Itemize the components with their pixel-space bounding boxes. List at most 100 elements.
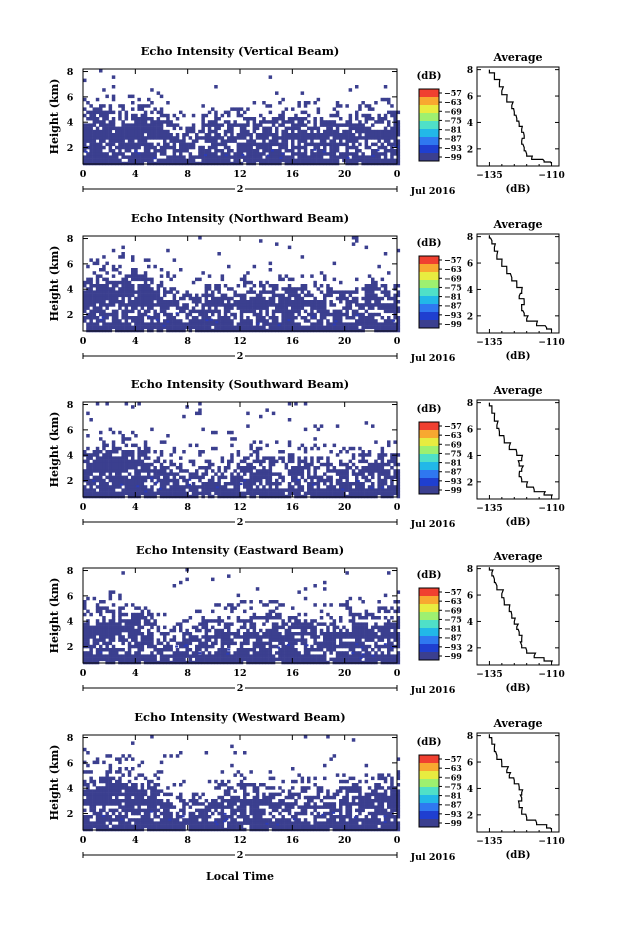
echo-cell (150, 651, 154, 655)
colorbar-tick-label: −81 (444, 125, 462, 135)
echo-cell (182, 145, 186, 150)
echo-cell (147, 129, 151, 134)
echo-cell (380, 296, 385, 301)
echo-cell (291, 606, 295, 610)
echo-cell (249, 322, 253, 326)
echo-cell (108, 657, 113, 662)
echo-cell (179, 466, 183, 470)
echo-cell (281, 325, 285, 330)
echo-cell (319, 149, 324, 153)
echo-cell (150, 133, 154, 137)
echo-cell (92, 312, 97, 317)
echo-cell (118, 648, 122, 652)
echo-cell (294, 616, 298, 620)
echo-cell (259, 290, 263, 294)
echo-cell (92, 296, 97, 301)
echo-cell (387, 296, 391, 301)
colorbar-tick-label: −75 (444, 282, 462, 292)
echo-cell (227, 462, 231, 467)
echo-cell (275, 612, 279, 617)
echo-cell (92, 322, 97, 326)
echo-cell (172, 145, 177, 150)
echo-cell (223, 306, 228, 310)
echo-cell (217, 117, 221, 121)
echo-cell (265, 155, 269, 159)
echo-cell (239, 113, 244, 118)
echo-cell (249, 648, 253, 652)
echo-cell (150, 325, 154, 330)
echo-cell (115, 126, 119, 131)
echo-cell (329, 120, 333, 124)
echo-cell (127, 635, 132, 639)
echo-cell (361, 654, 365, 658)
echo-cell (115, 284, 119, 288)
echo-cell (300, 443, 305, 448)
echo-cell (281, 475, 285, 480)
echo-cell (137, 616, 141, 620)
echo-cell (166, 482, 170, 486)
average-xlabel: (dB) (506, 184, 531, 195)
echo-cell (159, 274, 164, 278)
echo-cell (351, 644, 356, 649)
echo-cell (179, 322, 183, 326)
echo-cell (143, 120, 148, 124)
echo-cell (217, 616, 221, 620)
echo-cell (118, 142, 122, 147)
echo-cell (371, 322, 375, 326)
echo-cell (86, 446, 90, 451)
echo-cell (262, 456, 266, 460)
echo-cell (278, 641, 282, 646)
echo-cell (175, 488, 180, 492)
echo-cell (390, 491, 394, 496)
echo-cell (374, 440, 378, 444)
echo-cell (169, 155, 173, 159)
echo-cell (310, 625, 314, 630)
echo-cell (390, 478, 394, 483)
echo-cell (326, 136, 330, 140)
echo-cell (380, 136, 385, 140)
echo-cell (137, 491, 141, 496)
echo-cell (150, 101, 154, 105)
echo-cell (134, 657, 138, 662)
echo-cell (383, 290, 388, 294)
echo-cell (134, 123, 138, 127)
echo-cell (300, 472, 305, 476)
echo-cell (179, 152, 183, 156)
echo-cell (137, 651, 141, 655)
echo-cell (377, 635, 381, 639)
echo-cell (355, 319, 359, 323)
echo-cell (246, 491, 250, 496)
echo-cell (364, 309, 369, 314)
echo-cell (172, 625, 177, 630)
echo-cell (265, 129, 269, 134)
echo-cell (102, 600, 106, 604)
echo-cell (390, 306, 394, 310)
echo-cell (278, 456, 282, 460)
echo-cell (246, 466, 250, 470)
echo-cell (131, 258, 135, 262)
echo-cell (294, 322, 298, 326)
echo-cell (99, 475, 103, 480)
echo-cell (95, 325, 100, 330)
echo-cell (156, 628, 161, 633)
echo-cell (316, 322, 321, 326)
echo-cell (105, 491, 109, 496)
echo-cell (345, 600, 349, 604)
echo-cell (217, 322, 221, 326)
echo-cell (271, 628, 276, 633)
echo-cell (291, 277, 295, 282)
echo-cell (83, 133, 87, 137)
echo-cell (105, 456, 109, 460)
echo-cell (230, 641, 234, 646)
echo-cell (143, 123, 148, 127)
echo-cell (367, 155, 372, 159)
echo-cell (124, 462, 129, 467)
echo-cell (102, 440, 106, 444)
echo-cell (121, 606, 125, 610)
echo-cell (377, 654, 381, 658)
echo-cell (227, 574, 231, 578)
echo-cell (291, 293, 295, 298)
echo-cell (361, 296, 365, 301)
echo-cell (134, 126, 138, 131)
echo-cell (198, 648, 202, 652)
